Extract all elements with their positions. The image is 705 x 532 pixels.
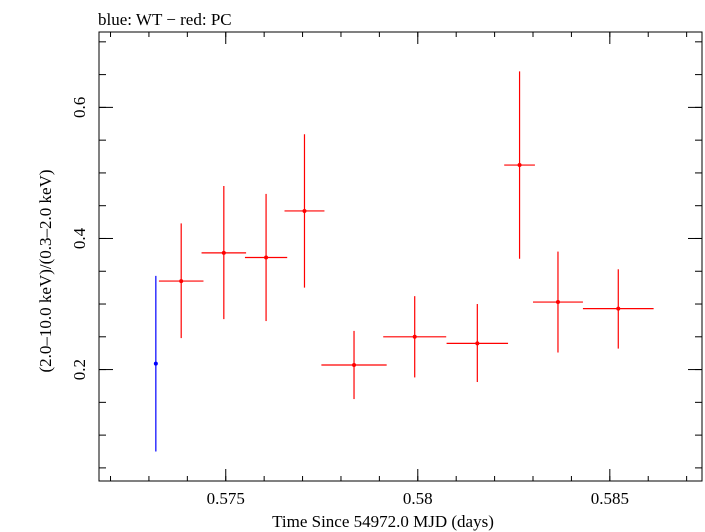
data-point [517,163,522,168]
y-axis-label: (2.0–10.0 keV)/(0.3–2.0 keV) [36,169,55,372]
data-point [264,255,269,260]
tick-labels: 0.575 0.58 0.585 0.2 0.4 0.6 [70,97,629,508]
y-tick-label: 0.4 [70,227,89,249]
x-tick-label: 0.58 [403,489,433,508]
series-group [153,71,654,452]
y-tick-label: 0.2 [70,359,89,380]
data-point [221,250,226,255]
chart-title: blue: WT − red: PC [98,10,232,29]
series-wt [153,275,158,452]
data-point [153,361,158,366]
x-tick-label: 0.575 [207,489,245,508]
data-point [555,300,560,305]
data-point [179,279,184,284]
series-pc [158,71,654,400]
major-ticks [99,32,702,481]
data-point [412,334,417,339]
x-axis-label: Time Since 54972.0 MJD (days) [272,512,494,531]
x-tick-label: 0.585 [591,489,629,508]
data-point [302,208,307,213]
plot-frame [98,31,703,482]
data-point [475,341,480,346]
data-point [616,306,621,311]
data-point [352,362,357,367]
y-tick-label: 0.6 [70,97,89,118]
minor-ticks [99,32,702,481]
